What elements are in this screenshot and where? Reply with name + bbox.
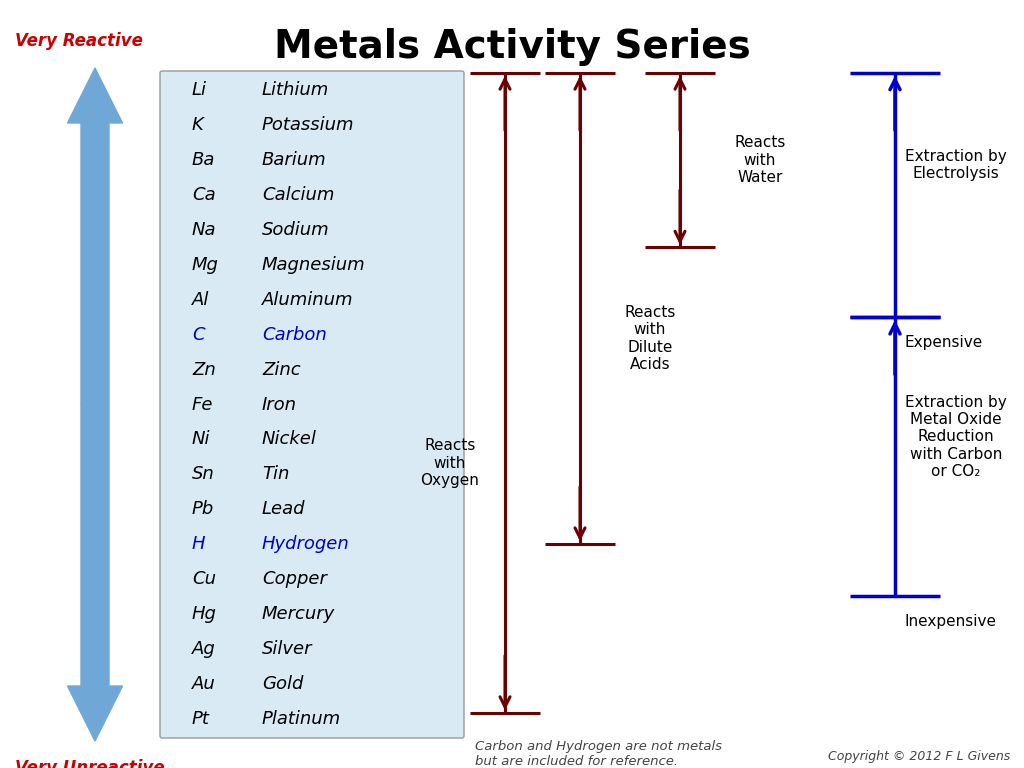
Text: Copper: Copper (262, 570, 327, 588)
Text: Iron: Iron (262, 396, 297, 413)
Text: Potassium: Potassium (262, 116, 354, 134)
Text: Li: Li (193, 81, 207, 99)
Text: Fe: Fe (193, 396, 213, 413)
Text: Ag: Ag (193, 640, 216, 657)
Text: Pb: Pb (193, 500, 214, 518)
Text: K: K (193, 116, 204, 134)
Text: Reacts
with
Dilute
Acids: Reacts with Dilute Acids (625, 305, 676, 372)
FancyArrow shape (68, 405, 123, 741)
Text: Sodium: Sodium (262, 221, 330, 239)
Text: Nickel: Nickel (262, 430, 316, 449)
Text: Sn: Sn (193, 465, 215, 483)
Text: Extraction by
Metal Oxide
Reduction
with Carbon
or CO₂: Extraction by Metal Oxide Reduction with… (905, 395, 1007, 479)
Text: Mg: Mg (193, 256, 219, 274)
Text: Silver: Silver (262, 640, 312, 657)
Text: Extraction by
Electrolysis: Extraction by Electrolysis (905, 149, 1007, 181)
Text: Reacts
with
Water: Reacts with Water (734, 135, 785, 185)
Text: H: H (193, 535, 206, 553)
Text: Barium: Barium (262, 151, 327, 169)
Text: Al: Al (193, 291, 209, 309)
Text: Metals Activity Series: Metals Activity Series (273, 28, 751, 66)
Text: Na: Na (193, 221, 216, 239)
Text: Lead: Lead (262, 500, 305, 518)
Text: Reacts
with
Oxygen: Reacts with Oxygen (421, 438, 479, 488)
Text: Ca: Ca (193, 186, 216, 204)
Text: Zn: Zn (193, 361, 216, 379)
Text: Copyright © 2012 F L Givens: Copyright © 2012 F L Givens (827, 750, 1010, 763)
Text: Very Unreactive: Very Unreactive (15, 759, 165, 768)
Text: Pt: Pt (193, 710, 210, 727)
Text: Carbon: Carbon (262, 326, 327, 344)
Text: Platinum: Platinum (262, 710, 341, 727)
Text: Cu: Cu (193, 570, 216, 588)
Text: Hydrogen: Hydrogen (262, 535, 350, 553)
Text: Ni: Ni (193, 430, 211, 449)
Text: Tin: Tin (262, 465, 290, 483)
Text: Gold: Gold (262, 674, 303, 693)
Text: Magnesium: Magnesium (262, 256, 366, 274)
Text: Zinc: Zinc (262, 361, 301, 379)
Text: Ba: Ba (193, 151, 215, 169)
FancyBboxPatch shape (160, 71, 464, 738)
Text: Lithium: Lithium (262, 81, 330, 99)
Text: Mercury: Mercury (262, 605, 335, 623)
Text: Carbon and Hydrogen are not metals
but are included for reference.: Carbon and Hydrogen are not metals but a… (475, 740, 722, 768)
Text: Expensive: Expensive (905, 336, 983, 350)
Text: Aluminum: Aluminum (262, 291, 353, 309)
Text: Au: Au (193, 674, 216, 693)
Text: Inexpensive: Inexpensive (905, 614, 997, 630)
Text: Very Reactive: Very Reactive (15, 32, 143, 50)
Text: C: C (193, 326, 205, 344)
Text: Calcium: Calcium (262, 186, 335, 204)
Text: Hg: Hg (193, 605, 217, 623)
FancyArrow shape (68, 68, 123, 405)
